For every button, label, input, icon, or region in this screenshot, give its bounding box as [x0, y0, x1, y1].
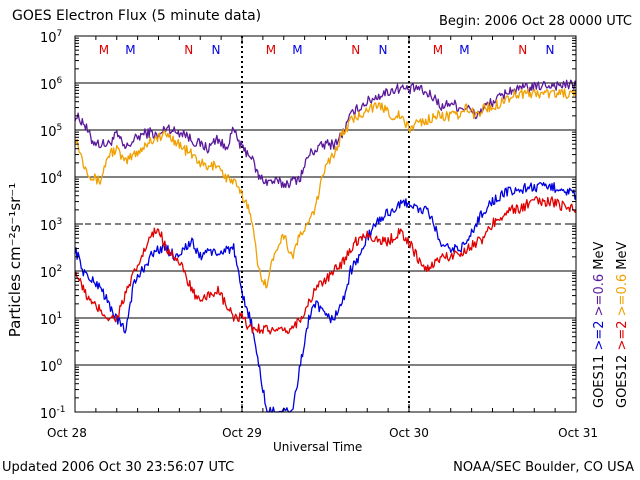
x-tick-label: Oct 28: [47, 426, 87, 440]
grid-lines: [75, 82, 576, 366]
y-tick-label: 104: [40, 170, 63, 187]
y-tick-label: 100: [40, 358, 63, 375]
y-tick-label: 102: [40, 264, 62, 281]
series-line: [74, 79, 577, 189]
satellite-marker: N: [184, 43, 193, 57]
satellite-marker: M: [125, 43, 135, 57]
satellite-marker: M: [433, 43, 443, 57]
y-tick-label: 101: [40, 311, 62, 328]
x-axis-label: Universal Time: [273, 440, 363, 454]
y-tick-label: 103: [40, 217, 62, 234]
satellite-marker: N: [545, 43, 554, 57]
satellite-marker: N: [211, 43, 220, 57]
satellite-marker: M: [99, 43, 109, 57]
x-tick-label: Oct 30: [389, 426, 429, 440]
x-tick-label: Oct 29: [222, 426, 262, 440]
series-lines: [74, 79, 577, 413]
legend-entry: GOES12 >=2 >=0.6 MeV: [615, 242, 630, 408]
satellite-marker: N: [518, 43, 527, 57]
satellite-marker: M: [292, 43, 302, 57]
begin-time: Begin: 2006 Oct 28 0000 UTC: [438, 14, 632, 29]
series-line: [74, 181, 577, 413]
satellite-marker: N: [351, 43, 360, 57]
x-tick-label: Oct 31: [558, 426, 598, 440]
y-tick-labels: 10-1 100 101 102 103 104 105 106 107: [40, 29, 66, 422]
y-axis-label: Particles cm⁻²s⁻¹sr⁻¹: [6, 183, 24, 337]
chart-title: GOES Electron Flux (5 minute data): [12, 8, 262, 24]
x-tick-labels: Oct 28 Oct 29 Oct 30 Oct 31: [47, 426, 598, 440]
satellite-marker: M: [266, 43, 276, 57]
legend: GOES11 >=2 >=0.6 MeV GOES12 >=2 >=0.6 MeV: [592, 242, 630, 408]
series-line: [74, 195, 577, 335]
y-tick-label: 106: [40, 76, 63, 93]
y-tick-label: 105: [40, 123, 62, 140]
y-tick-label: 10-1: [40, 405, 66, 422]
satellite-marker: M: [459, 43, 469, 57]
updated-timestamp: Updated 2006 Oct 30 23:56:07 UTC: [2, 460, 235, 475]
legend-entry: GOES11 >=2 >=0.6 MeV: [592, 242, 607, 408]
source-credit: NOAA/SEC Boulder, CO USA: [453, 460, 634, 475]
y-tick-label: 107: [40, 29, 62, 46]
series-line: [74, 88, 577, 289]
axis-ticks: [74, 35, 577, 413]
satellite-marker: N: [378, 43, 387, 57]
